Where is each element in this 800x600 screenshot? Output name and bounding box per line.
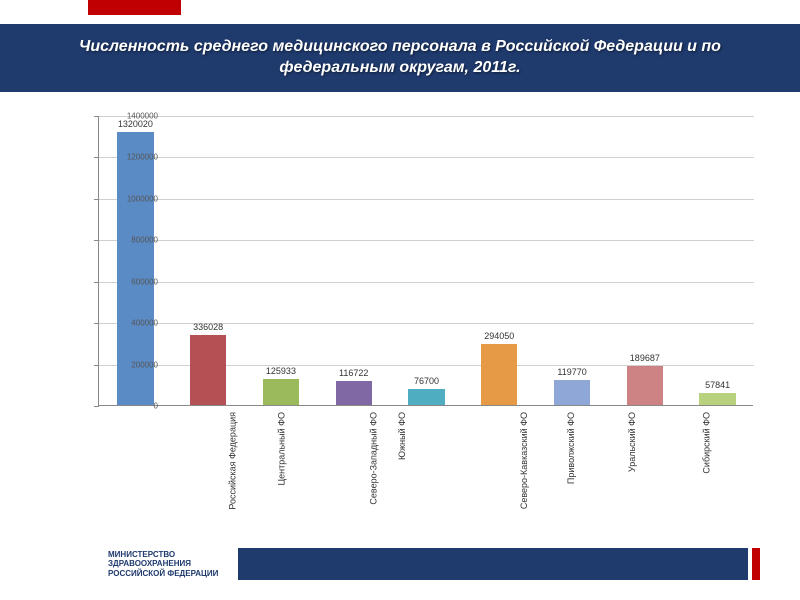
bar: [263, 379, 299, 405]
x-axis-label: Южный ФО: [397, 412, 407, 460]
y-axis-label: 0: [118, 402, 158, 411]
grid-line: [94, 116, 754, 117]
x-axis-label: Российская Федерация: [228, 412, 238, 510]
y-axis-label: 200000: [118, 360, 158, 369]
bar-value-label: 76700: [414, 376, 439, 386]
grid-line: [94, 199, 754, 200]
bar: [699, 393, 735, 405]
bar-chart: 1320020336028125933116722767002940501197…: [50, 106, 770, 526]
bar-value-label: 119770: [557, 367, 586, 377]
plot-region: 1320020336028125933116722767002940501197…: [98, 116, 753, 406]
bar-value-label: 116722: [339, 368, 368, 378]
y-tick: [94, 282, 99, 283]
footer-bar: [238, 548, 760, 580]
bar-value-label: 125933: [266, 366, 296, 376]
y-axis-label: 600000: [118, 277, 158, 286]
footer-line2: ЗДРАВООХРАНЕНИЯ: [108, 559, 191, 568]
y-axis-label: 1400000: [118, 112, 158, 121]
y-tick: [94, 116, 99, 117]
grid-line: [94, 157, 754, 158]
x-axis-label: Центральный ФО: [277, 412, 287, 486]
y-axis-label: 400000: [118, 319, 158, 328]
x-axis-label: Северо-Западный ФО: [369, 412, 379, 505]
bar: [408, 389, 444, 405]
bar-value-label: 57841: [705, 380, 730, 390]
bar-value-label: 294050: [484, 331, 514, 341]
footer-line1: МИНИСТЕРСТВО: [108, 550, 175, 559]
x-axis-label: Сибирский ФО: [701, 412, 711, 474]
x-axis-label: Северо-Кавказский ФО: [519, 412, 529, 509]
footer-ministry-label: МИНИСТЕРСТВО ЗДРАВООХРАНЕНИЯ РОССИЙСКОЙ …: [108, 550, 238, 579]
y-tick: [94, 365, 99, 366]
x-axis-label: Уральский ФО: [627, 412, 637, 472]
bar: [336, 381, 372, 405]
y-tick: [94, 199, 99, 200]
title-bar: Численность среднего медицинского персон…: [0, 24, 800, 92]
y-tick: [94, 240, 99, 241]
footer-blue-bar: [238, 548, 748, 580]
footer-red-bar: [752, 548, 760, 580]
y-tick: [94, 323, 99, 324]
bar: [481, 344, 517, 405]
page-title: Численность среднего медицинского персон…: [30, 37, 770, 79]
bar-value-label: 189687: [630, 353, 660, 363]
grid-line: [94, 240, 754, 241]
footer: МИНИСТЕРСТВО ЗДРАВООХРАНЕНИЯ РОССИЙСКОЙ …: [108, 548, 760, 580]
y-axis-label: 800000: [118, 236, 158, 245]
bar-value-label: 336028: [193, 322, 223, 332]
x-axis-label: Приволжский ФО: [566, 412, 576, 484]
y-axis-label: 1200000: [118, 153, 158, 162]
footer-line3: РОССИЙСКОЙ ФЕДЕРАЦИИ: [108, 569, 218, 578]
y-axis-label: 1000000: [118, 194, 158, 203]
header-red-accent: [88, 0, 181, 15]
bar: [190, 335, 226, 405]
bar: [627, 366, 663, 405]
y-tick: [94, 406, 99, 407]
grid-line: [94, 282, 754, 283]
bar: [554, 380, 590, 405]
y-tick: [94, 157, 99, 158]
